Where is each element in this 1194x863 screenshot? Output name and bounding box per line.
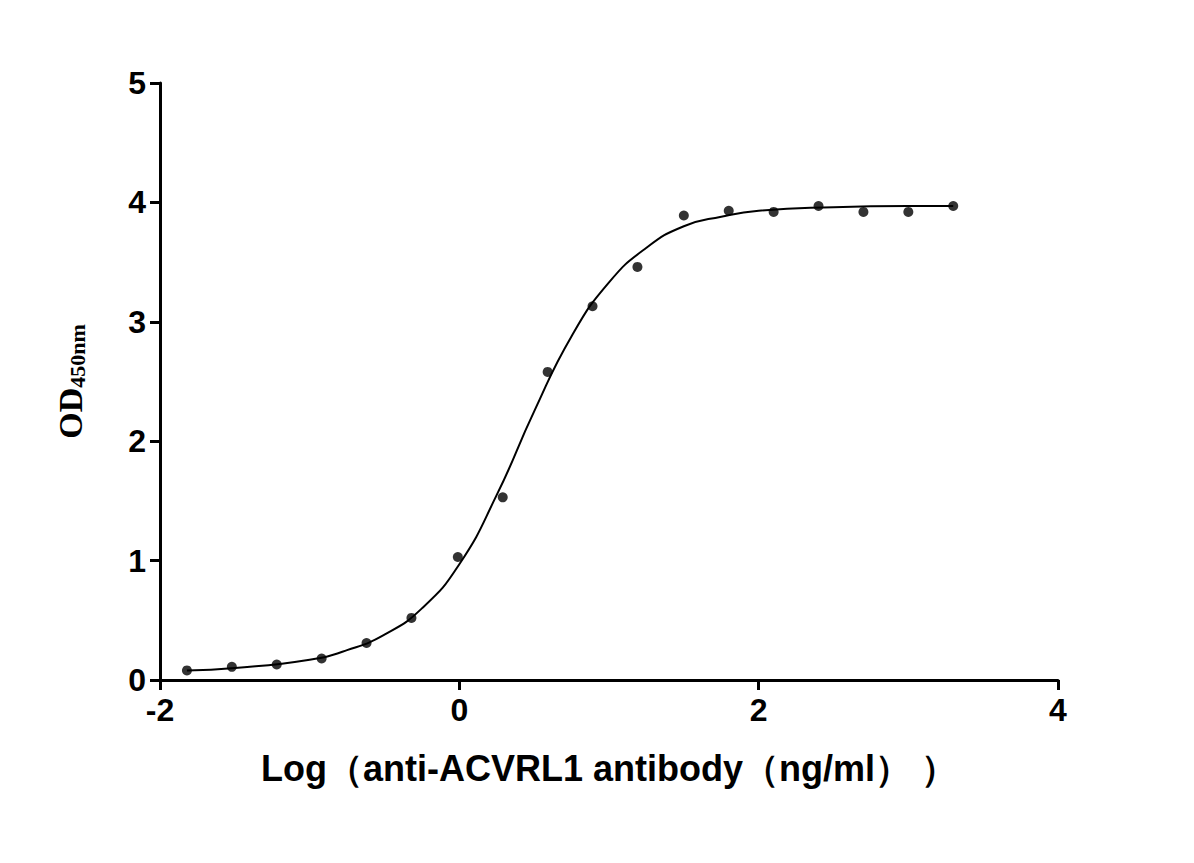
svg-text:5: 5 [128,65,146,101]
svg-text:Log（anti-ACVRL1 antibody（ng/ml: Log（anti-ACVRL1 antibody（ng/ml） ） [261,748,957,789]
svg-text:2: 2 [128,423,146,459]
svg-text:450nm: 450nm [65,324,90,388]
svg-text:0: 0 [450,692,468,728]
svg-text:4: 4 [1049,692,1067,728]
svg-text:3: 3 [128,304,146,340]
svg-text:2: 2 [750,692,768,728]
svg-text:OD: OD [52,388,89,439]
svg-text:1: 1 [128,543,146,579]
svg-text:-2: -2 [146,692,174,728]
svg-text:0: 0 [128,662,146,698]
svg-text:4: 4 [128,184,146,220]
